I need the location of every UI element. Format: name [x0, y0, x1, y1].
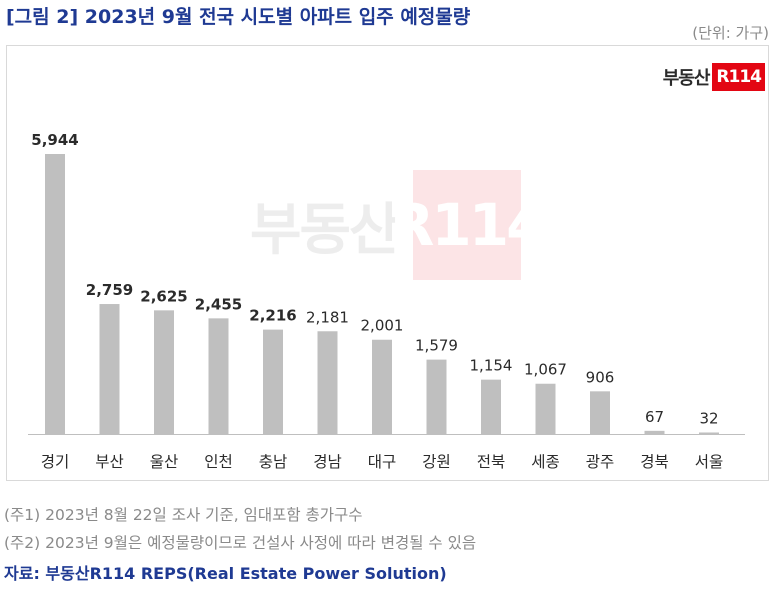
value-label-서울: 32 [699, 409, 718, 427]
category-label-광주: 광주 [586, 453, 615, 471]
category-label-인천: 인천 [204, 453, 233, 471]
value-label-경북: 67 [645, 408, 664, 426]
chart-frame [6, 45, 769, 481]
value-label-광주: 906 [586, 368, 615, 386]
value-label-경남: 2,181 [306, 308, 349, 326]
category-label-부산: 부산 [95, 453, 124, 471]
bar-세종 [535, 383, 556, 434]
logo-text: 부동산 [662, 68, 711, 89]
category-label-경남: 경남 [313, 453, 342, 471]
value-label-세종: 1,067 [524, 361, 567, 379]
value-label-충남: 2,216 [249, 307, 296, 325]
value-label-대구: 2,001 [361, 317, 404, 335]
chart-title: [그림 2] 2023년 9월 전국 시도별 아파트 입주 예정물량 [6, 6, 471, 28]
bar-강원 [426, 359, 447, 434]
footnote-2: (주2) 2023년 9월은 예정물량이므로 건설사 사정에 따라 변경될 수 … [4, 534, 477, 552]
category-label-전북: 전북 [477, 453, 506, 471]
brand-logo: 부동산 R114 [663, 62, 765, 92]
footnote-1: (주1) 2023년 8월 22일 조사 기준, 임대포함 총가구수 [4, 506, 363, 524]
bar-경북 [644, 430, 665, 434]
value-label-경기: 5,944 [31, 131, 78, 149]
watermark-text: 부동산 [250, 197, 401, 263]
category-label-서울: 서울 [695, 453, 724, 471]
unit-label: (단위: 가구) [692, 24, 769, 42]
value-label-울산: 2,625 [140, 287, 187, 305]
bar-서울 [699, 432, 719, 434]
bar-경남 [317, 331, 338, 434]
category-label-대구: 대구 [368, 453, 397, 471]
value-label-부산: 2,759 [86, 281, 133, 299]
bar-부산 [99, 304, 120, 434]
watermark-badge: R114 [390, 170, 546, 280]
category-label-강원: 강원 [422, 453, 451, 471]
category-label-충남: 충남 [259, 453, 288, 471]
bar-울산 [154, 310, 174, 434]
bar-광주 [590, 391, 610, 434]
value-label-강원: 1,579 [415, 337, 458, 355]
logo-badge: R114 [712, 63, 765, 91]
bar-경기 [45, 154, 65, 434]
category-label-경기: 경기 [41, 453, 70, 471]
bar-충남 [263, 329, 283, 434]
category-label-경북: 경북 [640, 453, 669, 471]
value-label-전북: 1,154 [470, 357, 513, 375]
footnotes: (주1) 2023년 8월 22일 조사 기준, 임대포함 총가구수 (주2) … [4, 501, 476, 557]
value-label-인천: 2,455 [195, 295, 242, 313]
category-label-울산: 울산 [150, 453, 179, 471]
bar-인천 [208, 318, 229, 434]
bar-전북 [481, 379, 501, 434]
watermark: 부동산 R114 [250, 170, 546, 280]
category-label-세종: 세종 [531, 453, 560, 471]
source-note: 자료: 부동산R114 REPS(Real Estate Power Solut… [4, 564, 447, 583]
bar-대구 [372, 339, 392, 434]
